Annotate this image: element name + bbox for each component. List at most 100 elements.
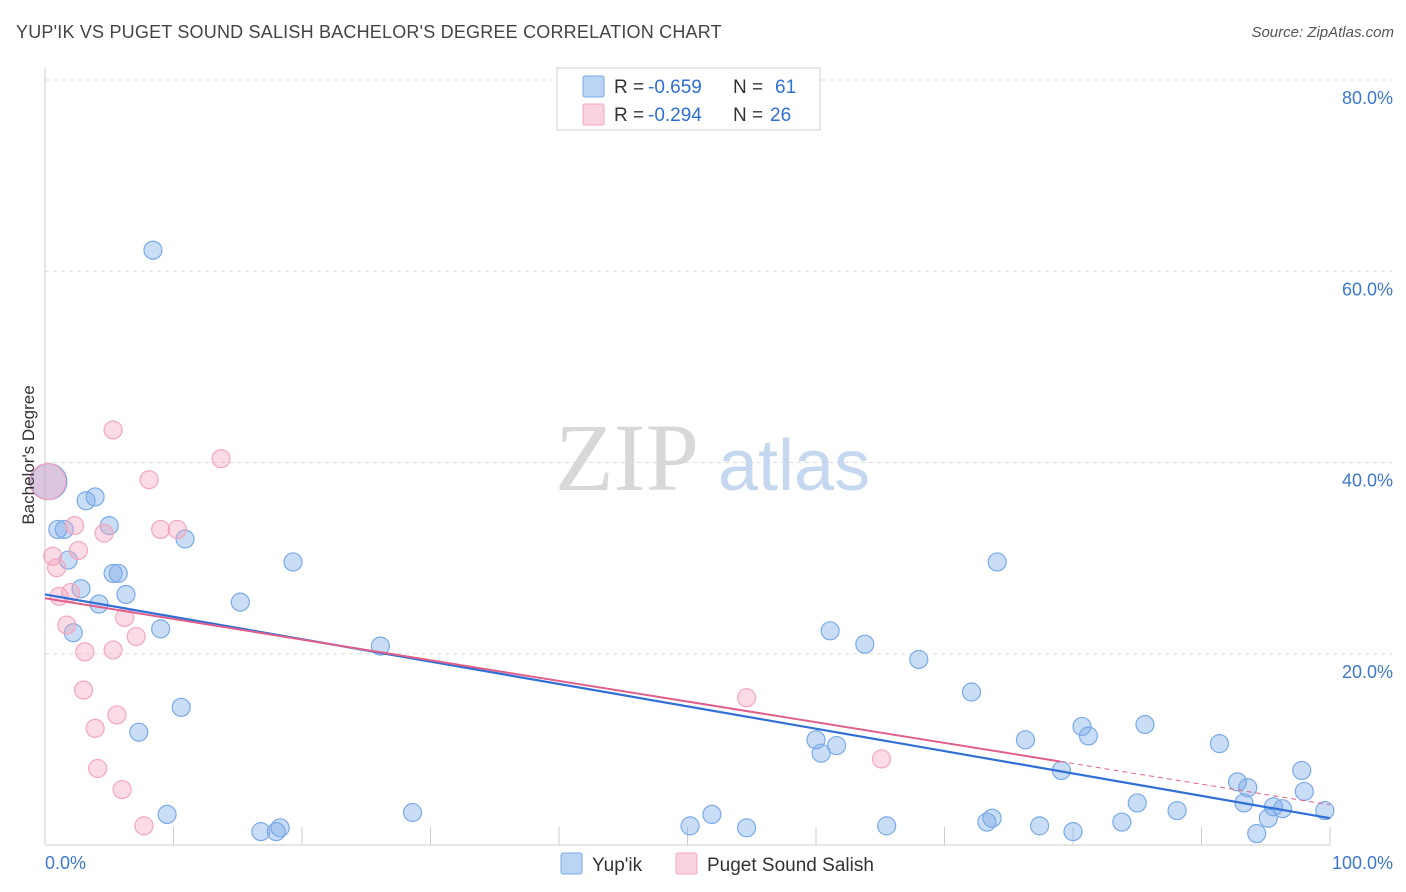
legend-n-value-yupik: 61	[775, 77, 796, 98]
puget-point	[85, 718, 105, 738]
bottom-legend-label-puget: Puget Sound Salish	[707, 855, 874, 876]
yupik-point	[820, 621, 840, 641]
puget-point	[126, 626, 146, 647]
puget-point	[73, 680, 94, 700]
yupik-point	[1258, 808, 1278, 828]
yupik-point	[1015, 730, 1036, 750]
puget-point	[46, 558, 67, 578]
data-points	[28, 240, 1335, 844]
yupik-point	[1315, 800, 1335, 821]
yupik-point	[1127, 793, 1147, 813]
yupik-trend-line	[44, 593, 1331, 820]
puget-point	[68, 540, 89, 561]
puget-point	[139, 470, 159, 490]
watermark-zip: ZIP	[555, 404, 699, 511]
y-tick-label: 60.0%	[1342, 279, 1393, 299]
legend-r-value-puget: -0.294	[648, 105, 702, 126]
yupik-point	[702, 804, 722, 825]
trend-lines	[44, 593, 1331, 820]
x-tick-label: 0.0%	[45, 853, 86, 873]
y-axis-label: Bachelor's Degree	[19, 385, 38, 524]
yupik-point	[877, 816, 897, 836]
x-tick-labels: 0.0% 100.0%	[45, 853, 1393, 873]
yupik-point	[71, 579, 91, 599]
grid-lines	[45, 79, 1392, 655]
yupik-point	[1227, 772, 1248, 792]
yupik-point	[251, 822, 271, 842]
yupik-point	[909, 649, 929, 670]
yupik-point	[737, 818, 757, 838]
y-tick-label: 40.0%	[1342, 471, 1393, 491]
yupik-point	[811, 743, 831, 763]
puget-point	[167, 519, 187, 540]
legend-r-value-yupik: -0.659	[648, 77, 702, 98]
yupik-point	[266, 822, 286, 842]
yupik-point	[680, 816, 700, 836]
puget-point	[64, 516, 85, 536]
legend-swatch-puget	[582, 103, 605, 126]
yupik-point	[270, 818, 290, 838]
puget-point	[28, 463, 67, 501]
yupik-point	[1072, 716, 1092, 737]
yupik-point	[1112, 812, 1132, 832]
watermark-atlas: atlas	[718, 426, 870, 506]
yupik-point	[151, 619, 171, 639]
yupik-point	[58, 550, 78, 570]
y-tick-labels: 20.0% 40.0% 60.0% 80.0%	[1342, 88, 1393, 682]
yupik-point	[1135, 714, 1155, 735]
bottom-legend-label-yupik: Yup'ik	[592, 855, 643, 876]
yupik-point	[987, 552, 1007, 572]
puget-point	[103, 420, 123, 440]
yupik-point	[1238, 778, 1258, 798]
chart-source: Source: ZipAtlas.com	[1251, 24, 1394, 41]
bottom-legend-swatch-puget	[675, 852, 698, 875]
yupik-point	[1078, 726, 1099, 746]
yupik-point	[171, 697, 191, 717]
y-tick-label: 20.0%	[1342, 662, 1393, 682]
yupik-point	[1167, 800, 1187, 821]
yupik-point	[85, 487, 105, 507]
legend-r-label-yupik: R =	[614, 77, 644, 98]
yupik-point	[1292, 760, 1312, 781]
legend-n-label-yupik: N =	[733, 77, 763, 98]
yupik-point	[54, 519, 74, 540]
puget-point	[107, 705, 127, 725]
puget-point	[103, 640, 123, 660]
yupik-point	[116, 584, 136, 605]
legend-n-value-puget: 26	[770, 105, 791, 126]
watermark: ZIP atlas	[555, 404, 870, 511]
x-tick-label: 100.0%	[1332, 853, 1393, 873]
puget-point	[211, 449, 231, 469]
puget-point	[94, 523, 114, 543]
yupik-point	[855, 634, 875, 654]
yupik-point	[826, 735, 847, 756]
puget-point	[88, 758, 108, 779]
yupik-point	[63, 623, 83, 643]
y-tick-label: 80.0%	[1342, 88, 1393, 108]
yupik-point	[977, 812, 997, 832]
puget-point	[75, 642, 95, 662]
yupik-point	[129, 722, 149, 742]
yupik-point	[230, 592, 250, 612]
yupik-point	[175, 529, 195, 549]
chart-title: YUP'IK VS PUGET SOUND SALISH BACHELOR'S …	[16, 22, 722, 42]
puget-trend-line-extension	[1060, 760, 1331, 806]
bottom-legend-swatch-yupik	[560, 852, 583, 875]
axes	[44, 68, 1331, 846]
legend-n-label-puget: N =	[733, 105, 763, 126]
legend-r-label-puget: R =	[614, 105, 644, 126]
yupik-point	[1063, 822, 1083, 842]
legend-swatch-yupik	[582, 75, 605, 98]
yupik-point	[961, 682, 982, 702]
yupik-point	[283, 552, 303, 572]
puget-point	[151, 519, 171, 540]
yupik-point	[108, 563, 128, 584]
puget-trend-line	[44, 597, 1061, 763]
puget-point	[112, 779, 132, 800]
yupik-point	[982, 808, 1002, 828]
correlation-legend: R = -0.659 N = 61 R = -0.294 N = 26	[556, 67, 821, 131]
puget-point	[134, 816, 154, 836]
yupik-point	[1029, 816, 1050, 836]
puget-point	[737, 688, 757, 708]
